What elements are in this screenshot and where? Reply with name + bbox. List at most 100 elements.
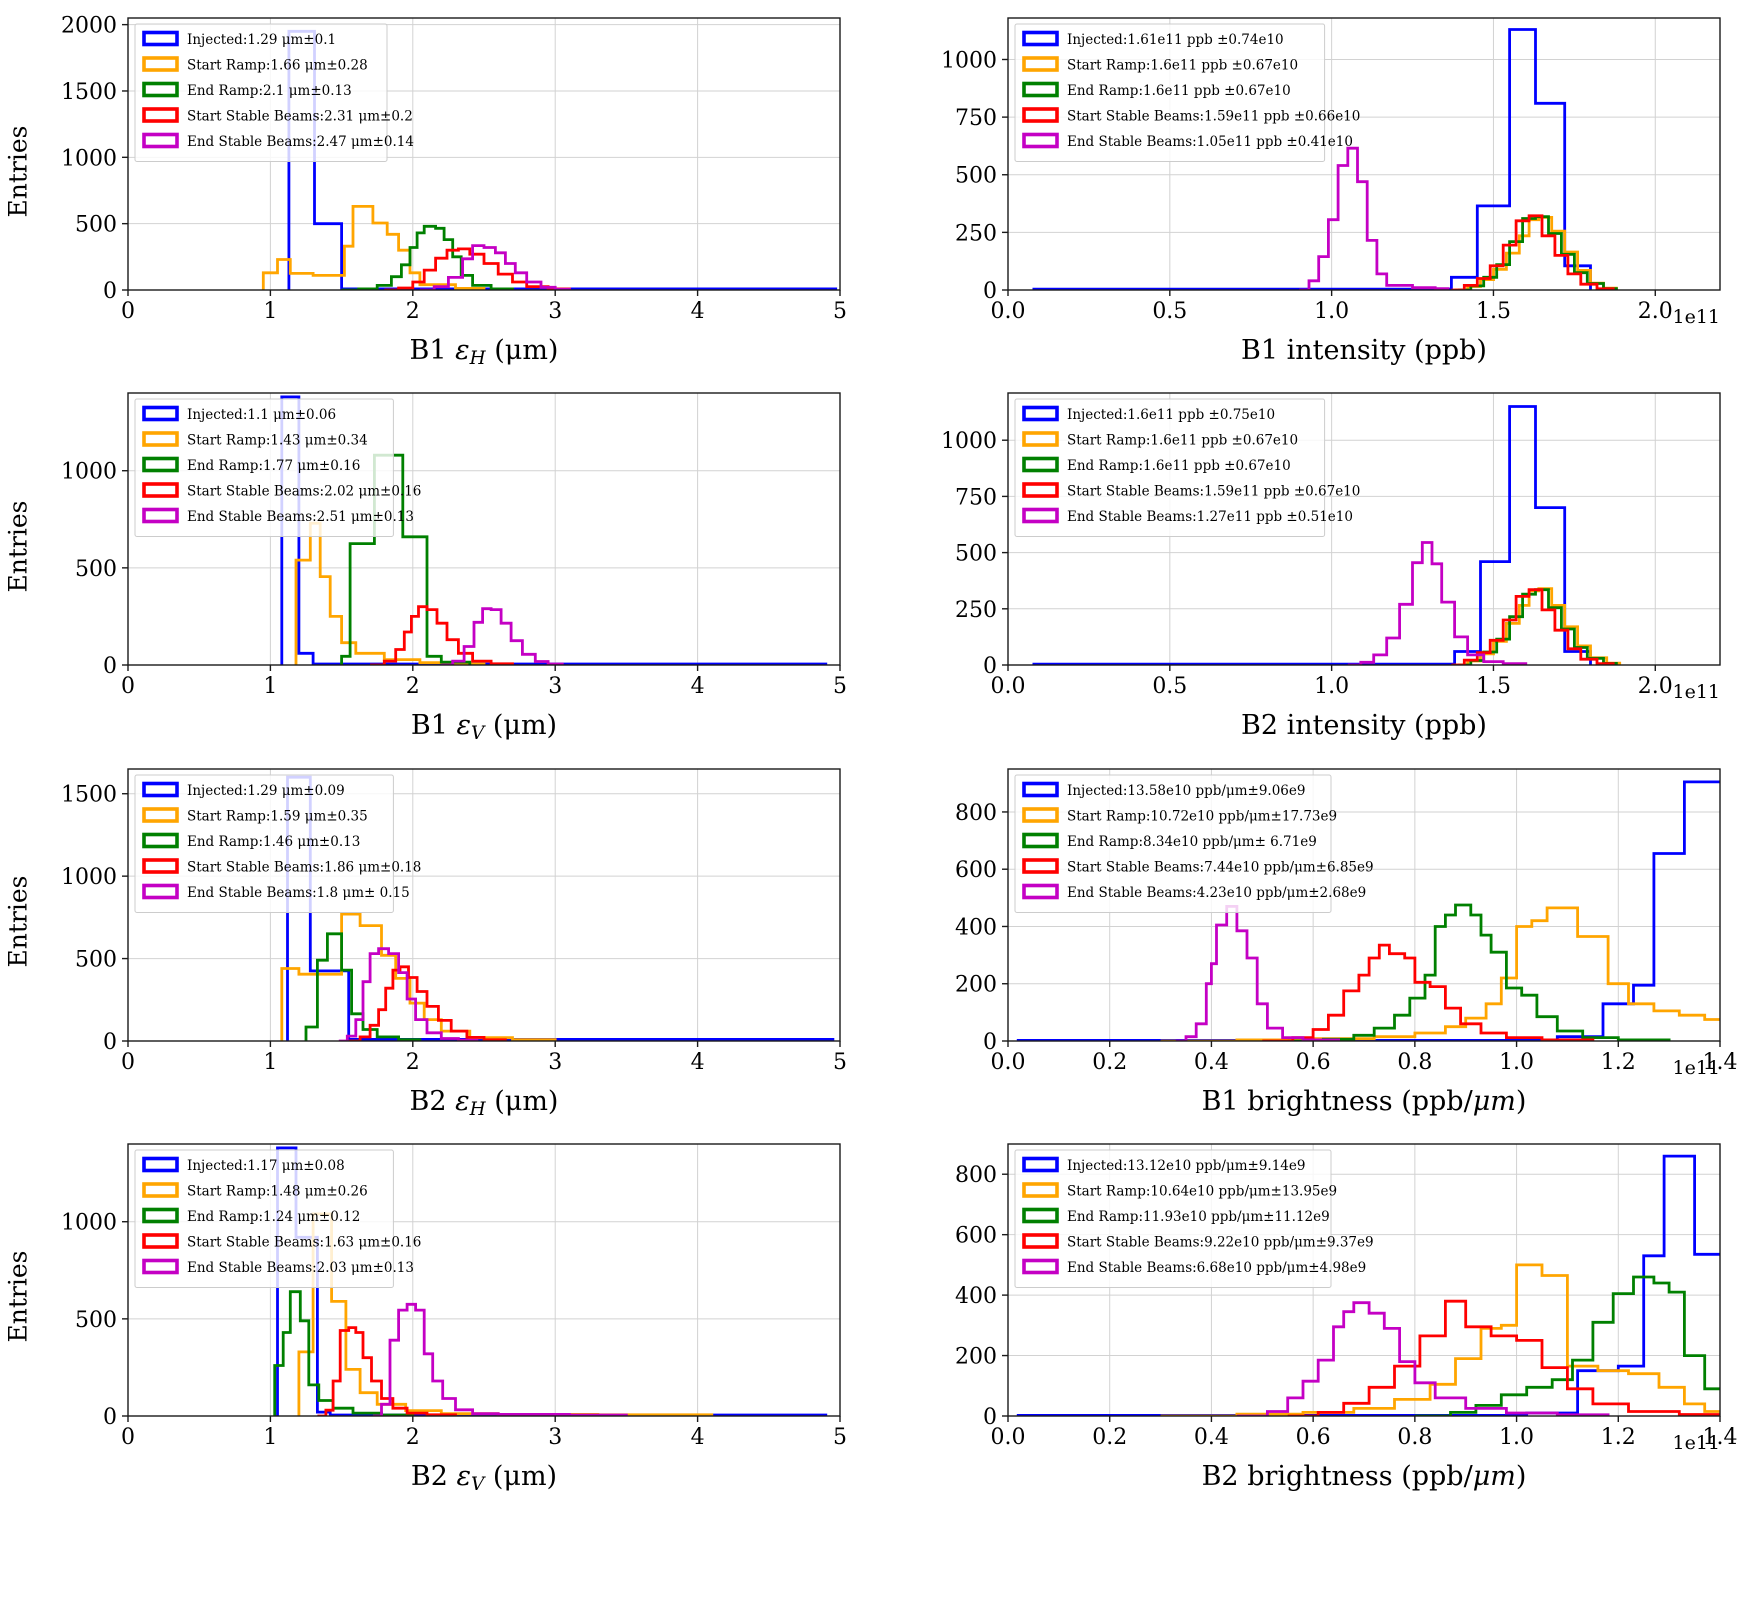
svg-text:End Ramp:1.6e11 ppb ±0.67e10: End Ramp:1.6e11 ppb ±0.67e10: [1067, 83, 1291, 99]
svg-text:Start Stable Beams:1.59e11 ppb: Start Stable Beams:1.59e11 ppb ±0.67e10: [1067, 484, 1360, 500]
svg-text:0.6: 0.6: [1296, 1425, 1331, 1450]
svg-text:1.2: 1.2: [1601, 1050, 1636, 1075]
svg-text:End Stable Beams:6.68e10 ppb/μ: End Stable Beams:6.68e10 ppb/μm±4.98e9: [1067, 1260, 1366, 1276]
y-axis-label: Entries: [3, 500, 33, 593]
svg-text:End Stable Beams:2.03 μm±0.13: End Stable Beams:2.03 μm±0.13: [187, 1260, 414, 1276]
svg-text:500: 500: [75, 1308, 117, 1333]
svg-text:0.4: 0.4: [1194, 1425, 1229, 1450]
svg-text:1.4: 1.4: [1703, 1050, 1738, 1075]
y-axis-label: Entries: [3, 875, 33, 968]
svg-text:Start Stable Beams:1.63 μm±0.1: Start Stable Beams:1.63 μm±0.16: [187, 1234, 421, 1250]
svg-text:End Ramp:1.77 μm±0.16: End Ramp:1.77 μm±0.16: [187, 458, 360, 474]
axis-offset-label: 1e11: [1672, 681, 1720, 704]
axis-offset-label: 1e11: [1672, 1431, 1720, 1454]
svg-text:0: 0: [121, 1425, 135, 1450]
svg-text:5: 5: [833, 1425, 847, 1450]
svg-text:Injected:13.58e10 ppb/μm±9.06e: Injected:13.58e10 ppb/μm±9.06e9: [1067, 783, 1305, 799]
svg-text:500: 500: [75, 557, 117, 582]
chart-b1-emittance-v: Entries 0 1 2 3 4 5 0 500 1000 Injected:1.1 μm±0.…: [0, 381, 880, 744]
svg-text:1.4: 1.4: [1703, 1425, 1738, 1450]
svg-text:800: 800: [955, 801, 997, 826]
svg-text:3: 3: [548, 299, 562, 324]
svg-text:End Ramp:1.6e11 ppb ±0.67e10: End Ramp:1.6e11 ppb ±0.67e10: [1067, 458, 1291, 474]
svg-text:0.0: 0.0: [991, 1425, 1026, 1450]
svg-text:0: 0: [121, 1050, 135, 1075]
svg-text:1.0: 1.0: [1499, 1050, 1534, 1075]
svg-text:0: 0: [103, 279, 117, 304]
svg-text:2: 2: [406, 1425, 420, 1450]
svg-text:End Ramp:1.24 μm±0.12: End Ramp:1.24 μm±0.12: [187, 1209, 360, 1225]
b2-intensity-plot: 0.0 0.5 1.0 1.5 2.0 0 250 500 750 1000 Injected:1.…: [916, 381, 1756, 712]
svg-text:0.5: 0.5: [1152, 299, 1187, 324]
svg-text:4: 4: [691, 1050, 705, 1075]
svg-text:4: 4: [691, 299, 705, 324]
svg-text:Injected:1.29 μm±0.09: Injected:1.29 μm±0.09: [187, 783, 345, 799]
x-axis-label: B2 intensity (ppb): [1241, 710, 1487, 742]
x-axis-label: B1 εV (μm): [410, 710, 558, 745]
svg-text:0: 0: [103, 654, 117, 679]
svg-text:End Stable Beams:2.51 μm±0.13: End Stable Beams:2.51 μm±0.13: [187, 509, 414, 525]
svg-text:3: 3: [548, 1425, 562, 1450]
svg-text:200: 200: [955, 1345, 997, 1370]
b2-brightness-plot: 0.0 0.2 0.4 0.6 0.8 1.0 1.2 1.4 0 200 400 600 800 Inj…: [916, 1131, 1756, 1462]
svg-text:End Stable Beams:4.23e10 ppb/μ: End Stable Beams:4.23e10 ppb/μm±2.68e9: [1067, 885, 1366, 901]
svg-text:2.0: 2.0: [1638, 299, 1673, 324]
svg-text:2: 2: [406, 1050, 420, 1075]
svg-text:600: 600: [955, 858, 997, 883]
svg-text:1500: 1500: [61, 80, 117, 105]
svg-text:1000: 1000: [941, 48, 997, 73]
svg-text:0.5: 0.5: [1152, 674, 1187, 699]
svg-text:400: 400: [955, 915, 997, 940]
x-axis-label: B2 εH (μm): [409, 1085, 559, 1120]
svg-text:End Stable Beams:1.8 μm± 0.15: End Stable Beams:1.8 μm± 0.15: [187, 885, 410, 901]
svg-text:1.2: 1.2: [1601, 1425, 1636, 1450]
svg-text:Injected:1.61e11 ppb ±0.74e10: Injected:1.61e11 ppb ±0.74e10: [1067, 32, 1284, 48]
svg-text:0.4: 0.4: [1194, 1050, 1229, 1075]
b1-emittance-h-plot: 0 1 2 3 4 5 0 500 1000 1500 2000 Injected:1.29 μm±0…: [36, 6, 876, 336]
svg-text:3: 3: [548, 1050, 562, 1075]
chart-b2-intensity: 0.0 0.5 1.0 1.5 2.0 0 250 500 750 1000 Injected:1.…: [880, 381, 1760, 744]
chart-b1-emittance-h: Entries 0 1 2 3 4 5 0 500 1000 1500 2000 Injected:1…: [0, 6, 880, 369]
svg-text:1.5: 1.5: [1476, 299, 1511, 324]
svg-text:Start Ramp:1.59 μm±0.35: Start Ramp:1.59 μm±0.35: [187, 808, 368, 824]
svg-text:1: 1: [263, 674, 277, 699]
svg-text:Start Stable Beams:9.22e10 ppb: Start Stable Beams:9.22e10 ppb/μm±9.37e9: [1067, 1234, 1374, 1250]
svg-text:200: 200: [955, 972, 997, 997]
svg-text:0: 0: [103, 1030, 117, 1055]
svg-text:0: 0: [121, 299, 135, 324]
svg-text:1: 1: [263, 1050, 277, 1075]
b1-brightness-plot: 0.0 0.2 0.4 0.6 0.8 1.0 1.2 1.4 0 200 400 600 800 Inj…: [916, 756, 1756, 1087]
svg-text:0: 0: [983, 279, 997, 304]
svg-text:End Stable Beams:2.47 μm±0.14: End Stable Beams:2.47 μm±0.14: [187, 134, 414, 150]
svg-text:Start Ramp:1.66 μm±0.28: Start Ramp:1.66 μm±0.28: [187, 58, 368, 74]
svg-text:400: 400: [955, 1284, 997, 1309]
b2-emittance-h-plot: 0 1 2 3 4 5 0 500 1000 1500 Injected:1.29 μm±0.09 S…: [36, 756, 876, 1087]
svg-text:1000: 1000: [61, 146, 117, 171]
svg-text:1.0: 1.0: [1314, 674, 1349, 699]
svg-text:Start Ramp:1.6e11 ppb ±0.67e10: Start Ramp:1.6e11 ppb ±0.67e10: [1067, 58, 1298, 74]
svg-text:End Ramp:11.93e10 ppb/μm±11.12: End Ramp:11.93e10 ppb/μm±11.12e9: [1067, 1209, 1330, 1225]
svg-text:5: 5: [833, 1050, 847, 1075]
svg-text:2.0: 2.0: [1638, 674, 1673, 699]
svg-text:2: 2: [406, 299, 420, 324]
svg-text:Start Stable Beams:1.59e11 ppb: Start Stable Beams:1.59e11 ppb ±0.66e10: [1067, 109, 1360, 125]
x-axis-label: B2 brightness (ppb/μm): [1201, 1460, 1527, 1492]
svg-text:1000: 1000: [61, 460, 117, 485]
svg-text:500: 500: [955, 164, 997, 189]
svg-text:1.0: 1.0: [1499, 1425, 1534, 1450]
y-axis-label: Entries: [3, 1251, 33, 1343]
svg-text:750: 750: [955, 106, 997, 131]
svg-text:0: 0: [103, 1405, 117, 1430]
svg-text:Start Ramp:1.48 μm±0.26: Start Ramp:1.48 μm±0.26: [187, 1183, 368, 1199]
svg-text:Start Ramp:1.6e11 ppb ±0.67e10: Start Ramp:1.6e11 ppb ±0.67e10: [1067, 433, 1298, 449]
x-axis-label: B1 brightness (ppb/μm): [1201, 1085, 1527, 1117]
svg-text:5: 5: [833, 674, 847, 699]
svg-text:0.8: 0.8: [1397, 1425, 1432, 1450]
svg-text:End Ramp:2.1 μm±0.13: End Ramp:2.1 μm±0.13: [187, 83, 352, 99]
chart-b1-brightness: 0.0 0.2 0.4 0.6 0.8 1.0 1.2 1.4 0 200 400 600 800 Inj…: [880, 756, 1760, 1120]
svg-text:Start Stable Beams:2.31 μm±0.2: Start Stable Beams:2.31 μm±0.2: [187, 109, 413, 125]
svg-text:1500: 1500: [61, 782, 117, 807]
svg-text:End Ramp:8.34e10 ppb/μm± 6.71e: End Ramp:8.34e10 ppb/μm± 6.71e9: [1067, 834, 1317, 850]
svg-text:End Stable Beams:1.27e11 ppb ±: End Stable Beams:1.27e11 ppb ±0.51e10: [1067, 509, 1353, 525]
svg-text:Injected:1.29 μm±0.1: Injected:1.29 μm±0.1: [187, 32, 336, 48]
